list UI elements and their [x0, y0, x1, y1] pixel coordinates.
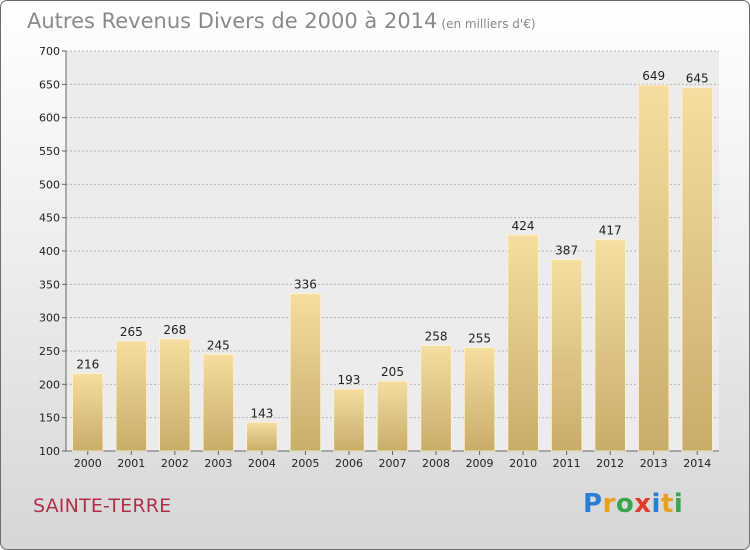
- y-tick-label: 200: [39, 378, 60, 391]
- logo-letter: i: [651, 489, 661, 519]
- logo-letter: x: [634, 489, 652, 519]
- bar-value-label: 424: [512, 219, 535, 233]
- proxiti-logo: Proxiti: [583, 489, 683, 519]
- x-tick-label: 2004: [248, 457, 276, 470]
- y-tick-label: 550: [39, 145, 60, 158]
- bar: [681, 87, 713, 452]
- x-tick-label: 2002: [161, 457, 189, 470]
- x-tick-label: 2011: [553, 457, 581, 470]
- x-tick-label: 2008: [422, 457, 450, 470]
- bar-value-label: 193: [338, 373, 361, 387]
- bar-value-label: 649: [642, 69, 665, 83]
- bar-value-label: 245: [207, 338, 230, 352]
- bar-value-label: 255: [468, 332, 491, 346]
- bar: [507, 234, 539, 452]
- x-tick-label: 2003: [204, 457, 232, 470]
- x-tick-label: 2006: [335, 457, 363, 470]
- x-tick-label: 2007: [379, 457, 407, 470]
- x-tick-label: 2013: [640, 457, 668, 470]
- bar-value-label: 258: [425, 330, 448, 344]
- bar: [72, 373, 104, 452]
- bar-value-label: 645: [686, 72, 709, 86]
- bar-value-label: 265: [120, 325, 143, 339]
- bar: [594, 239, 626, 452]
- bar-value-label: 387: [555, 244, 578, 258]
- x-tick-label: 2009: [466, 457, 494, 470]
- logo-letter: t: [660, 489, 674, 519]
- y-tick-label: 450: [39, 212, 60, 225]
- bar: [376, 380, 409, 452]
- chart-title: Autres Revenus Divers de 2000 à 2014 (en …: [27, 9, 536, 33]
- x-tick-label: 2005: [291, 457, 319, 470]
- y-tick-label: 500: [39, 178, 60, 191]
- y-tick-label: 250: [39, 345, 60, 358]
- x-tick-label: 2001: [117, 457, 145, 470]
- bar: [115, 340, 147, 452]
- bar: [550, 259, 583, 452]
- y-tick-label: 150: [39, 412, 60, 425]
- y-tick-label: 300: [39, 312, 60, 325]
- bar: [420, 345, 452, 452]
- bar-value-label: 205: [381, 365, 404, 379]
- bar: [159, 338, 191, 452]
- bar-value-label: 216: [76, 358, 99, 372]
- bar: [289, 293, 322, 452]
- y-tick-label: 350: [39, 278, 60, 291]
- y-tick-label: 700: [39, 45, 60, 58]
- bar-value-label: 336: [294, 278, 317, 292]
- bar: [202, 353, 235, 452]
- logo-letter: P: [583, 489, 603, 519]
- bar-value-label: 268: [163, 323, 186, 337]
- logo-letter: r: [602, 489, 616, 519]
- chart-title-text: Autres Revenus Divers de 2000 à 2014: [27, 9, 438, 33]
- x-tick-label: 2010: [509, 457, 537, 470]
- y-tick-label: 650: [39, 78, 60, 91]
- bar-value-label: 143: [250, 406, 273, 420]
- x-tick-label: 2012: [596, 457, 624, 470]
- chart-subtitle: (en milliers d'€): [441, 17, 536, 31]
- x-tick-label: 2000: [74, 457, 102, 470]
- commune-name: SAINTE-TERRE: [33, 495, 172, 517]
- bar: [638, 84, 670, 452]
- y-tick-label: 400: [39, 245, 60, 258]
- bar: [246, 421, 278, 452]
- logo-letter: o: [615, 489, 635, 519]
- bar: [333, 388, 365, 452]
- bar-value-label: 417: [599, 224, 622, 238]
- x-tick-label: 2014: [683, 457, 711, 470]
- logo-letter: i: [673, 489, 684, 519]
- y-tick-label: 600: [39, 112, 60, 125]
- bar: [463, 347, 496, 452]
- y-tick-label: 100: [39, 445, 60, 458]
